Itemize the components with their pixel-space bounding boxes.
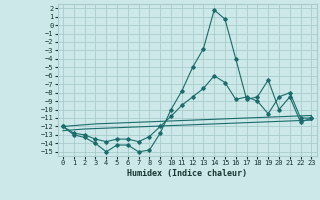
X-axis label: Humidex (Indice chaleur): Humidex (Indice chaleur) <box>127 169 247 178</box>
